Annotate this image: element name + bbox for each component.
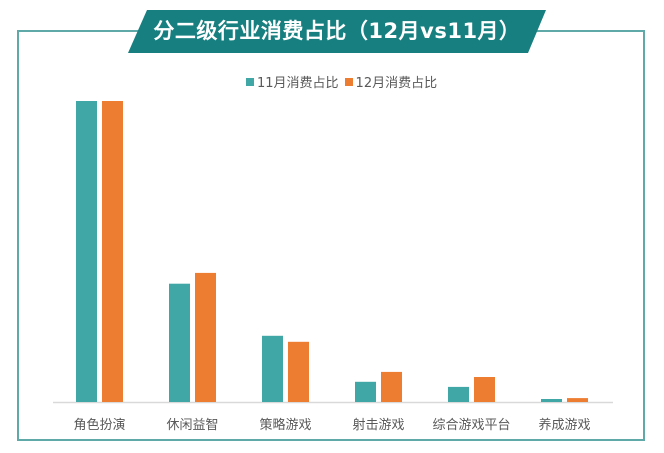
x-axis-label: 策略游戏 — [259, 418, 312, 433]
bars — [76, 101, 588, 402]
title-banner: 分二级行业消费占比（12月vs11月） — [128, 10, 546, 53]
legend: 11月消费占比 12月消费占比 — [246, 72, 443, 91]
bar-nov — [76, 101, 97, 402]
x-axis-label: 休闲益智 — [166, 418, 219, 433]
legend-item-nov: 11月消费占比 — [246, 72, 339, 91]
legend-swatch-teal — [246, 77, 254, 86]
banner-shape — [128, 10, 546, 53]
bar-dec — [474, 377, 495, 402]
legend-label: 11月消费占比 — [257, 76, 339, 91]
x-axis-label: 养成游戏 — [538, 418, 591, 433]
x-axis-label: 射击游戏 — [352, 418, 405, 433]
x-axis-label: 综合游戏平台 — [432, 418, 511, 433]
bar-dec — [288, 341, 309, 402]
bar-dec — [102, 101, 123, 402]
bar-nov — [169, 283, 190, 402]
bar-nov — [448, 386, 469, 402]
bar-nov — [541, 399, 562, 402]
bar-dec — [195, 272, 216, 402]
legend-label: 12月消费占比 — [355, 76, 438, 91]
legend-swatch-orange — [344, 77, 353, 86]
bar-nov — [262, 335, 283, 402]
x-axis-label: 角色扮演 — [73, 418, 126, 433]
bar-dec — [381, 371, 402, 402]
legend-item-dec: 12月消费占比 — [344, 72, 438, 91]
chart-title: 分二级行业消费占比（12月vs11月） — [153, 19, 521, 43]
bar-dec — [567, 398, 588, 402]
bar-nov — [355, 381, 376, 402]
